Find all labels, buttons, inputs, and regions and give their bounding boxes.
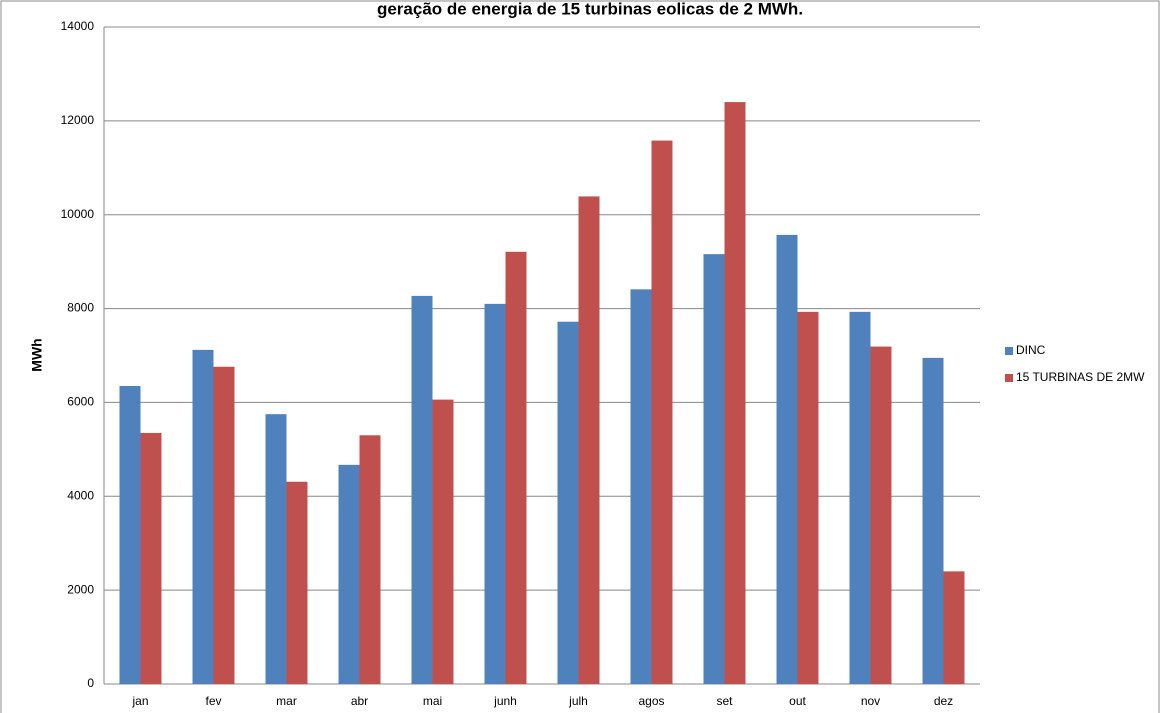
bar [505, 251, 527, 685]
bar [651, 140, 673, 684]
x-tick-label: dez [934, 694, 953, 708]
y-tick-label: 6000 [67, 395, 94, 409]
bar [411, 295, 433, 684]
bar [578, 196, 600, 684]
x-tick-label: julh [568, 694, 588, 708]
y-tick-label: 0 [87, 676, 94, 690]
x-tick-label: abr [351, 694, 368, 708]
x-tick-label: out [789, 694, 806, 708]
bar [849, 311, 871, 684]
bar [192, 349, 214, 684]
bar [776, 234, 798, 685]
legend-swatch [1005, 374, 1013, 382]
bar [943, 571, 965, 684]
x-tick-label: mai [423, 694, 442, 708]
x-tick-label: fev [205, 694, 221, 708]
y-tick-label: 12000 [61, 113, 95, 127]
bar [140, 432, 162, 684]
y-tick-label: 8000 [67, 301, 94, 315]
y-tick-label: 14000 [61, 19, 95, 33]
bar [484, 303, 506, 684]
bar [213, 366, 235, 684]
x-tick-label: junh [493, 694, 517, 708]
x-tick-label: agos [638, 694, 664, 708]
bar [797, 311, 819, 684]
x-tick-label: nov [861, 694, 880, 708]
bar [265, 414, 287, 684]
bar [703, 254, 725, 685]
x-tick-label: mar [276, 694, 297, 708]
y-tick-label: 2000 [67, 582, 94, 596]
bar [724, 102, 746, 685]
bar [922, 357, 944, 684]
bar [870, 346, 892, 684]
bar [359, 435, 381, 684]
bar [286, 481, 308, 684]
legend-label: 15 TURBINAS DE 2MW [1016, 370, 1145, 384]
x-tick-label: jan [131, 694, 148, 708]
bar [630, 289, 652, 684]
bar [432, 399, 454, 684]
x-tick-label: set [716, 694, 733, 708]
y-tick-label: 4000 [67, 488, 94, 502]
y-axis-label: MWh [29, 338, 45, 371]
legend-swatch [1005, 347, 1013, 355]
chart-title: geração de energia de 15 turbinas eolica… [377, 0, 803, 18]
y-tick-label: 10000 [61, 207, 95, 221]
bar [338, 464, 360, 684]
bar [557, 321, 579, 684]
legend-label: DINC [1016, 343, 1046, 357]
bar [119, 386, 141, 684]
